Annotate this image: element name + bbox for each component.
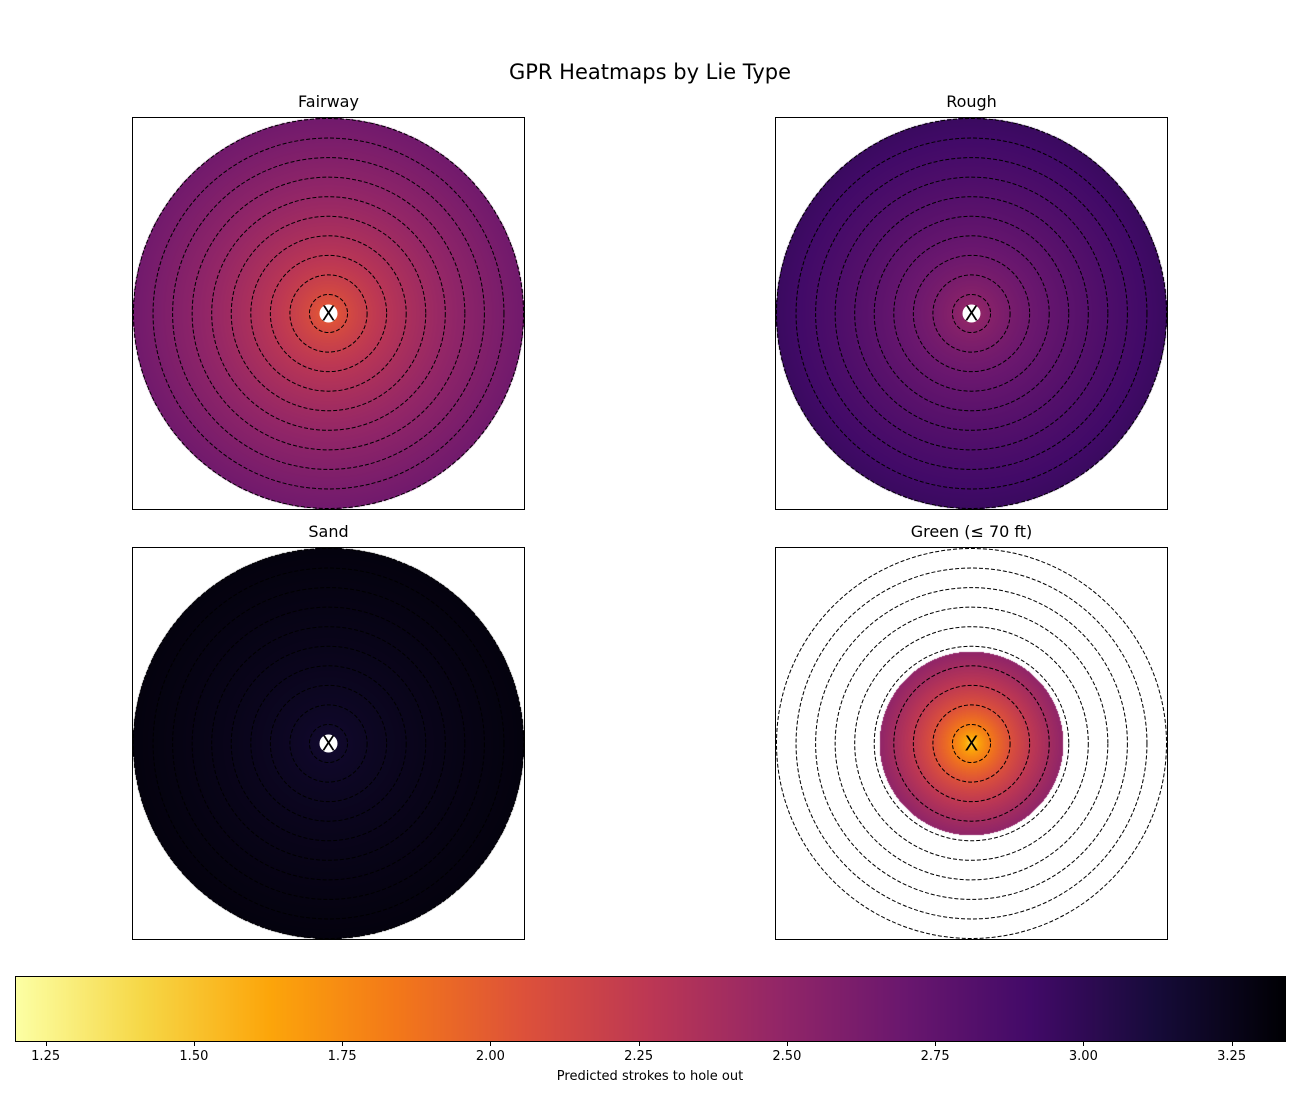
distance-ring	[873, 645, 1070, 842]
colorbar-tick	[935, 1042, 937, 1046]
distance-ring	[172, 157, 485, 470]
distance-ring	[873, 215, 1070, 412]
hole-disc	[319, 734, 338, 753]
distance-ring	[912, 684, 1031, 803]
rings-sand: X	[133, 548, 524, 939]
panel-sand: X	[132, 547, 525, 940]
hole-marker: X	[965, 732, 979, 756]
distance-ring	[289, 274, 368, 353]
colorbar-tick	[193, 1042, 195, 1046]
distance-ring	[795, 137, 1148, 490]
panel-title-fairway: Fairway	[298, 92, 359, 111]
distance-ring	[133, 548, 524, 939]
panel-fairway: X	[132, 117, 525, 510]
distance-ring	[191, 176, 466, 451]
colorbar-tick	[490, 1042, 492, 1046]
distance-ring	[834, 606, 1109, 881]
colorbar-tick-label: 1.50	[179, 1049, 209, 1064]
colorbar	[15, 976, 1286, 1042]
distance-ring	[172, 587, 485, 900]
distance-ring	[269, 684, 388, 803]
colorbar-gradient	[16, 977, 1285, 1041]
distance-ring	[152, 137, 505, 490]
distance-ring	[932, 274, 1011, 353]
distance-ring	[912, 254, 1031, 373]
distance-ring	[191, 606, 466, 881]
distance-ring	[951, 293, 992, 334]
distance-ring	[250, 665, 407, 822]
panel-green: X	[775, 547, 1168, 940]
colorbar-tick-label: 1.75	[327, 1049, 357, 1064]
colorbar-tick	[1231, 1042, 1233, 1046]
colorbar-tick-label: 2.75	[920, 1049, 950, 1064]
distance-ring	[211, 196, 446, 431]
distance-ring	[250, 235, 407, 392]
panel-title-rough: Rough	[946, 92, 997, 111]
distance-ring	[269, 254, 388, 373]
distance-ring	[289, 704, 368, 783]
distance-ring	[854, 626, 1089, 861]
distance-ring	[834, 176, 1109, 451]
distance-ring	[815, 157, 1128, 470]
hole-marker: X	[965, 302, 979, 326]
distance-ring	[211, 626, 446, 861]
colorbar-tick	[342, 1042, 344, 1046]
distance-ring	[308, 723, 349, 764]
colorbar-tick-label: 2.50	[772, 1049, 802, 1064]
panel-title-green: Green (≤ 70 ft)	[910, 522, 1033, 541]
hole-marker: X	[322, 732, 336, 756]
figure-title: GPR Heatmaps by Lie Type	[508, 60, 792, 84]
colorbar-tick-label: 2.00	[475, 1049, 505, 1064]
distance-ring	[951, 723, 992, 764]
colorbar-tick-label: 3.25	[1217, 1049, 1247, 1064]
colorbar-tick-label: 3.00	[1068, 1049, 1098, 1064]
distance-ring	[893, 665, 1050, 822]
colorbar-tick	[1083, 1042, 1085, 1046]
hole-disc	[962, 304, 981, 323]
panel-title-sand: Sand	[308, 522, 349, 541]
colorbar-label: Predicted strokes to hole out	[556, 1069, 744, 1084]
rings-green: X	[776, 548, 1167, 939]
colorbar-tick-label: 1.25	[31, 1049, 61, 1064]
colorbar-tick	[638, 1042, 640, 1046]
colorbar-tick	[45, 1042, 47, 1046]
distance-ring	[230, 645, 427, 842]
colorbar-axis: 1.25 1.50 1.75 2.00 2.25 2.50 2.75 3.00 3.25	[16, 1042, 1285, 1072]
rings-fairway: X	[133, 118, 524, 509]
distance-ring	[776, 548, 1167, 939]
distance-ring	[932, 704, 1011, 783]
colorbar-tick-label: 2.25	[624, 1049, 654, 1064]
distance-ring	[152, 567, 505, 920]
distance-ring	[133, 118, 524, 509]
hole-marker: X	[322, 302, 336, 326]
distance-ring	[815, 587, 1128, 900]
distance-ring	[230, 215, 427, 412]
heatmap-green	[776, 548, 1167, 939]
distance-ring	[854, 196, 1089, 431]
panel-rough: X	[775, 117, 1168, 510]
distance-ring	[308, 293, 349, 334]
distance-ring	[776, 118, 1167, 509]
distance-ring	[893, 235, 1050, 392]
colorbar-tick	[786, 1042, 788, 1046]
hole-disc	[319, 304, 338, 323]
rings-rough: X	[776, 118, 1167, 509]
distance-ring	[795, 567, 1148, 920]
